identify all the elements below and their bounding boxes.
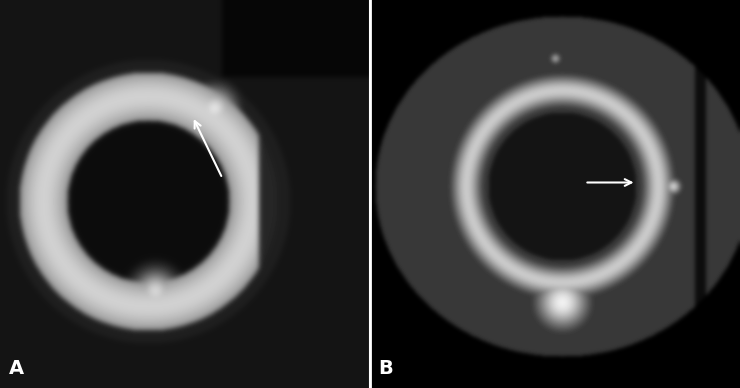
Text: A: A	[8, 360, 24, 379]
Text: B: B	[378, 360, 393, 379]
